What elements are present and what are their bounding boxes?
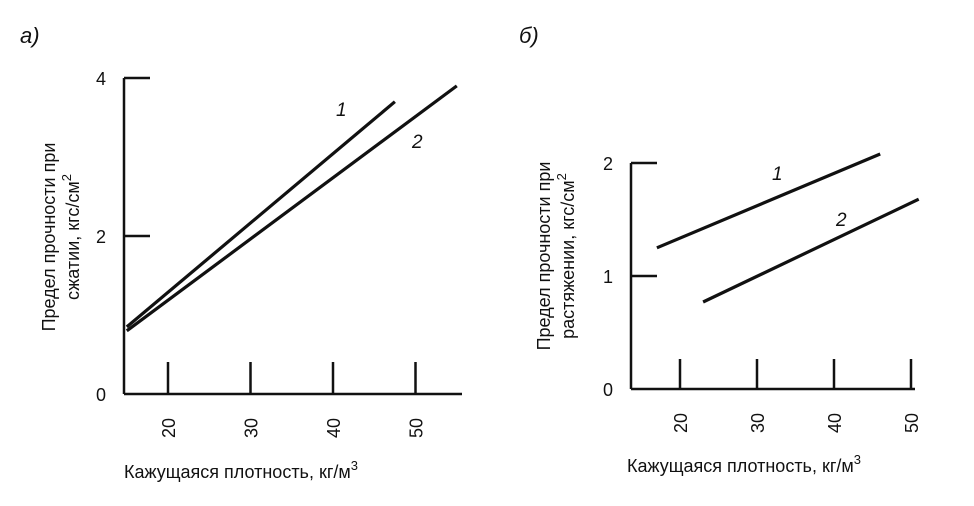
series-line-1 [125,100,396,329]
x-tick-label: 30 [242,418,262,438]
y-tick-label: 2 [603,154,613,174]
series-label-2: 2 [835,210,847,231]
panel-label: а) [20,23,40,48]
y-axis-label-unit: сжатии, кгс/см [63,181,83,300]
x-tick-label: 30 [748,413,768,433]
x-tick-label: 50 [902,413,922,433]
x-axis-label-text: Кажущаяся плотность, кг/м [627,456,854,476]
x-tick-label: 40 [825,413,845,433]
x-axis-label-superscript: 3 [351,458,358,473]
x-axis-label: Кажущаяся плотность, кг/м3 [124,458,358,482]
x-axis-label-superscript: 3 [854,452,861,467]
panel-label: б) [519,23,539,48]
series-line-2 [125,84,458,333]
y-axis-label-line2: растяжении, кгс/см2 [554,173,578,339]
x-axis-label: Кажущаяся плотность, кг/м3 [627,452,861,476]
x-tick-label: 20 [671,413,691,433]
series-line-2 [702,197,920,304]
y-axis-label-line1: Предел прочности при [534,162,554,351]
y-tick-label: 0 [603,380,613,400]
y-axis-label-line2: сжатии, кгс/см2 [59,174,83,300]
y-tick-label: 0 [96,385,106,405]
y-tick-label: 2 [96,227,106,247]
chart-panel-a: а) 0 2 4 20 30 40 50 Предел прочности при сжатии,… [20,23,462,482]
chart-panel-b: б) 0 1 2 20 30 40 50 Предел прочности при растяже… [519,23,922,476]
x-tick-label: 40 [324,418,344,438]
y-tick-label: 1 [603,267,613,287]
x-tick-label: 50 [407,418,427,438]
y-axis-label-superscript: 2 [59,174,74,181]
series-label-1: 1 [772,164,783,185]
x-tick-label: 20 [159,418,179,438]
y-tick-label: 4 [96,69,106,89]
y-axis-label-line1: Предел прочности при [39,143,59,332]
y-axis-label-superscript: 2 [554,173,569,180]
x-axis-label-text: Кажущаяся плотность, кг/м [124,462,351,482]
series-label-1: 1 [336,100,347,121]
series-label-2: 2 [411,132,423,153]
series-line-1 [656,152,881,250]
y-axis-label-unit: растяжении, кгс/см [558,180,578,339]
